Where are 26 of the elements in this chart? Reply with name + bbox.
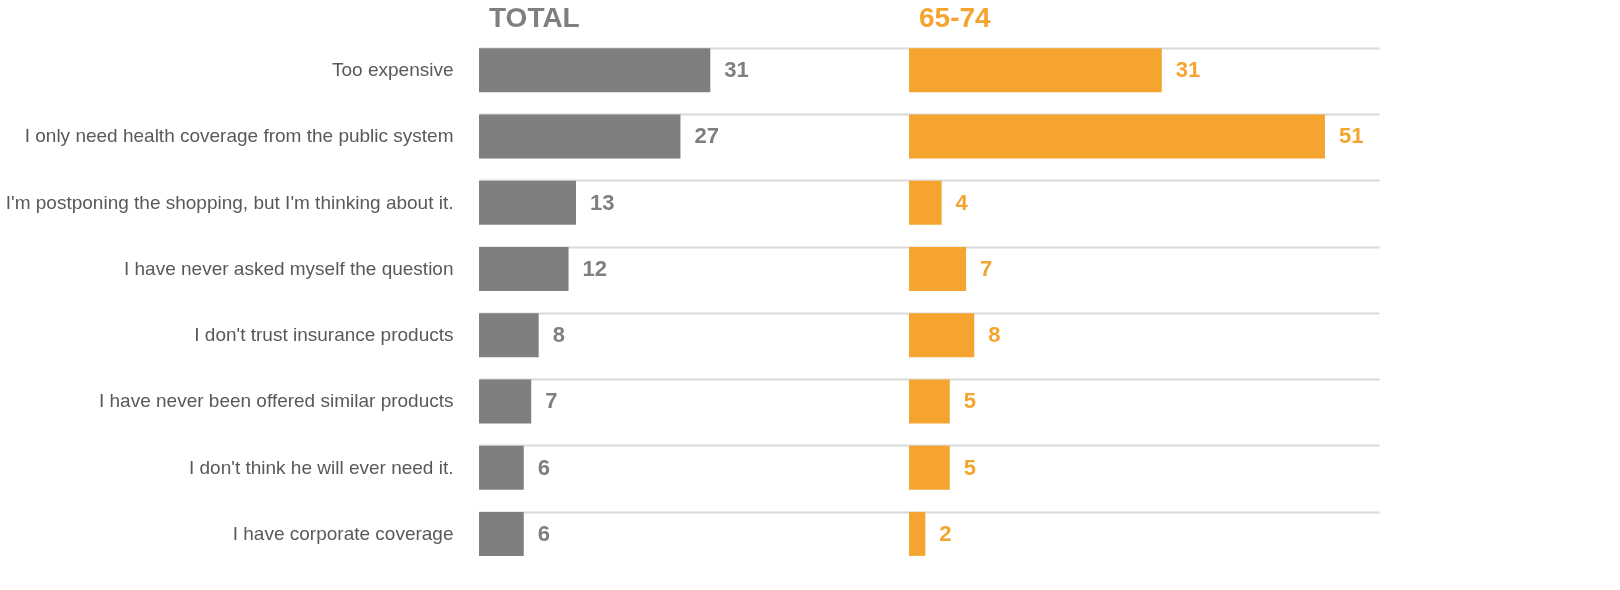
chart-title: 65-74 — [919, 2, 992, 33]
data-label: 12 — [582, 255, 608, 281]
y-tick-label: I don't think he will ever need it. — [189, 456, 454, 478]
y-tick-label: I have never asked myself the question — [123, 257, 454, 279]
data-label: 31 — [724, 57, 749, 83]
data-label: 5 — [963, 388, 977, 414]
data-label: 51 — [1338, 123, 1364, 149]
data-label: 8 — [552, 322, 565, 348]
data-label: 7 — [545, 388, 558, 414]
y-tick-label: I have corporate coverage — [232, 522, 454, 544]
data-label: 2 — [939, 520, 952, 546]
data-label: 7 — [980, 255, 993, 281]
data-label: 8 — [988, 322, 1001, 348]
y-tick-label: I don't trust insurance products — [194, 324, 454, 346]
data-label: 6 — [537, 454, 551, 480]
y-tick-label: I'm postponing the shopping, but I'm thinking about it. — [5, 191, 454, 213]
data-label: 6 — [537, 520, 551, 546]
data-label: 5 — [963, 454, 977, 480]
data-label: 13 — [590, 189, 615, 215]
data-label: 4 — [955, 189, 969, 215]
chart-title: TOTAL — [489, 2, 580, 33]
y-tick-label: Too expensive — [332, 59, 454, 81]
y-tick-label: I only need health coverage from the public system — [24, 125, 454, 147]
data-label: 31 — [1175, 57, 1201, 83]
data-label: 27 — [694, 123, 719, 149]
y-tick-label: I have never been offered similar products — [98, 390, 454, 412]
